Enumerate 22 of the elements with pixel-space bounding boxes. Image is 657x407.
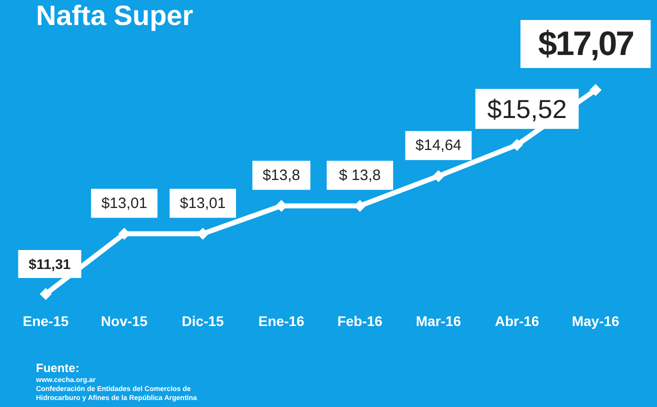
point [590,84,602,96]
data-label: $13,01 [180,194,226,212]
x-tick-label: Mar-16 [416,312,462,329]
x-tick-label: Ene-15 [22,312,69,329]
data-label: $15,52 [487,94,567,124]
chart-title: Nafta Super [36,0,194,32]
point [432,170,444,182]
point [40,288,52,300]
data-label: $13,01 [101,194,148,212]
x-tick-label: Feb-16 [337,312,383,329]
data-label: $11,31 [28,256,71,272]
data-label: $ 13,8 [339,166,381,184]
point [511,138,524,151]
x-tick-label: May-16 [572,312,620,329]
x-tick-label: Abr-16 [494,312,540,329]
x-tick-label: Nov-15 [100,312,148,329]
x-tick-label: Ene-16 [258,312,305,329]
data-label: $17,07 [538,25,634,63]
x-tick-label: Dic-15 [182,312,224,329]
data-label: $14,64 [416,137,462,154]
source-note: Fuente: [36,360,80,376]
data-label: $13,8 [262,166,300,184]
